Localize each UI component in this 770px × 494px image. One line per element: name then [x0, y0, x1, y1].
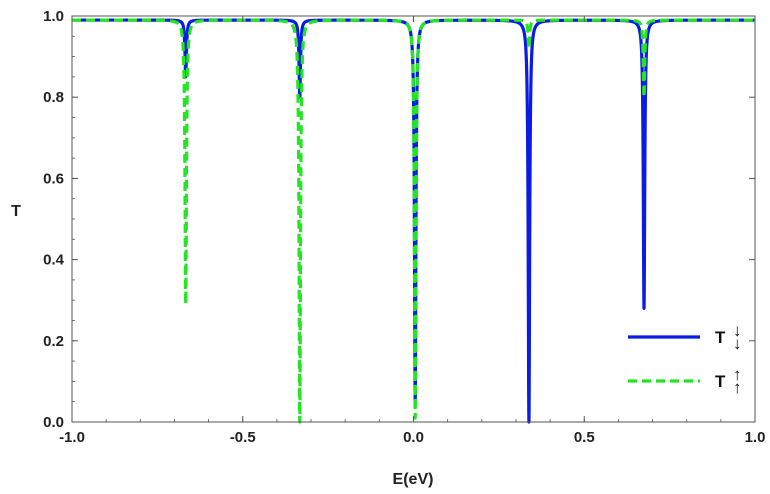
y-tick-label-1: 0.2: [43, 333, 64, 350]
x-axis-label: E(eV): [393, 471, 434, 488]
x-tick-label-0: -1.0: [59, 429, 85, 446]
y-tick-label-3: 0.6: [43, 170, 64, 187]
x-tick-label-1: -0.5: [230, 429, 256, 446]
x-tick-label-4: 1.0: [745, 429, 766, 446]
series-line-1: [71, 18, 756, 424]
series-layer: [71, 18, 756, 424]
legend-arrow-bottom-0: ↓: [733, 334, 742, 353]
legend-label-1: T: [715, 372, 726, 391]
series-line-0: [71, 18, 756, 424]
x-tick-label-2: 0.0: [403, 429, 424, 446]
legend-label-0: T: [715, 328, 726, 347]
legend: T ↓↓ T ↑↑: [628, 321, 742, 397]
y-tick-label-2: 0.4: [43, 252, 65, 269]
legend-arrow-top-0: ↓: [733, 321, 742, 340]
legend-arrow-bottom-1: ↑: [733, 378, 742, 397]
legend-arrow-top-1: ↑: [733, 365, 742, 384]
y-tick-label-0: 0.0: [43, 414, 64, 431]
y-axis-label: T: [11, 203, 21, 220]
axes-layer: -1.0 -0.5 0.0 0.5 1.0 0.0 0.2 0.4 0.6 0.8 1.0: [43, 8, 765, 446]
x-tick-label-3: 0.5: [574, 429, 595, 446]
y-tick-label-4: 0.8: [43, 89, 64, 106]
y-tick-label-5: 1.0: [43, 8, 64, 25]
